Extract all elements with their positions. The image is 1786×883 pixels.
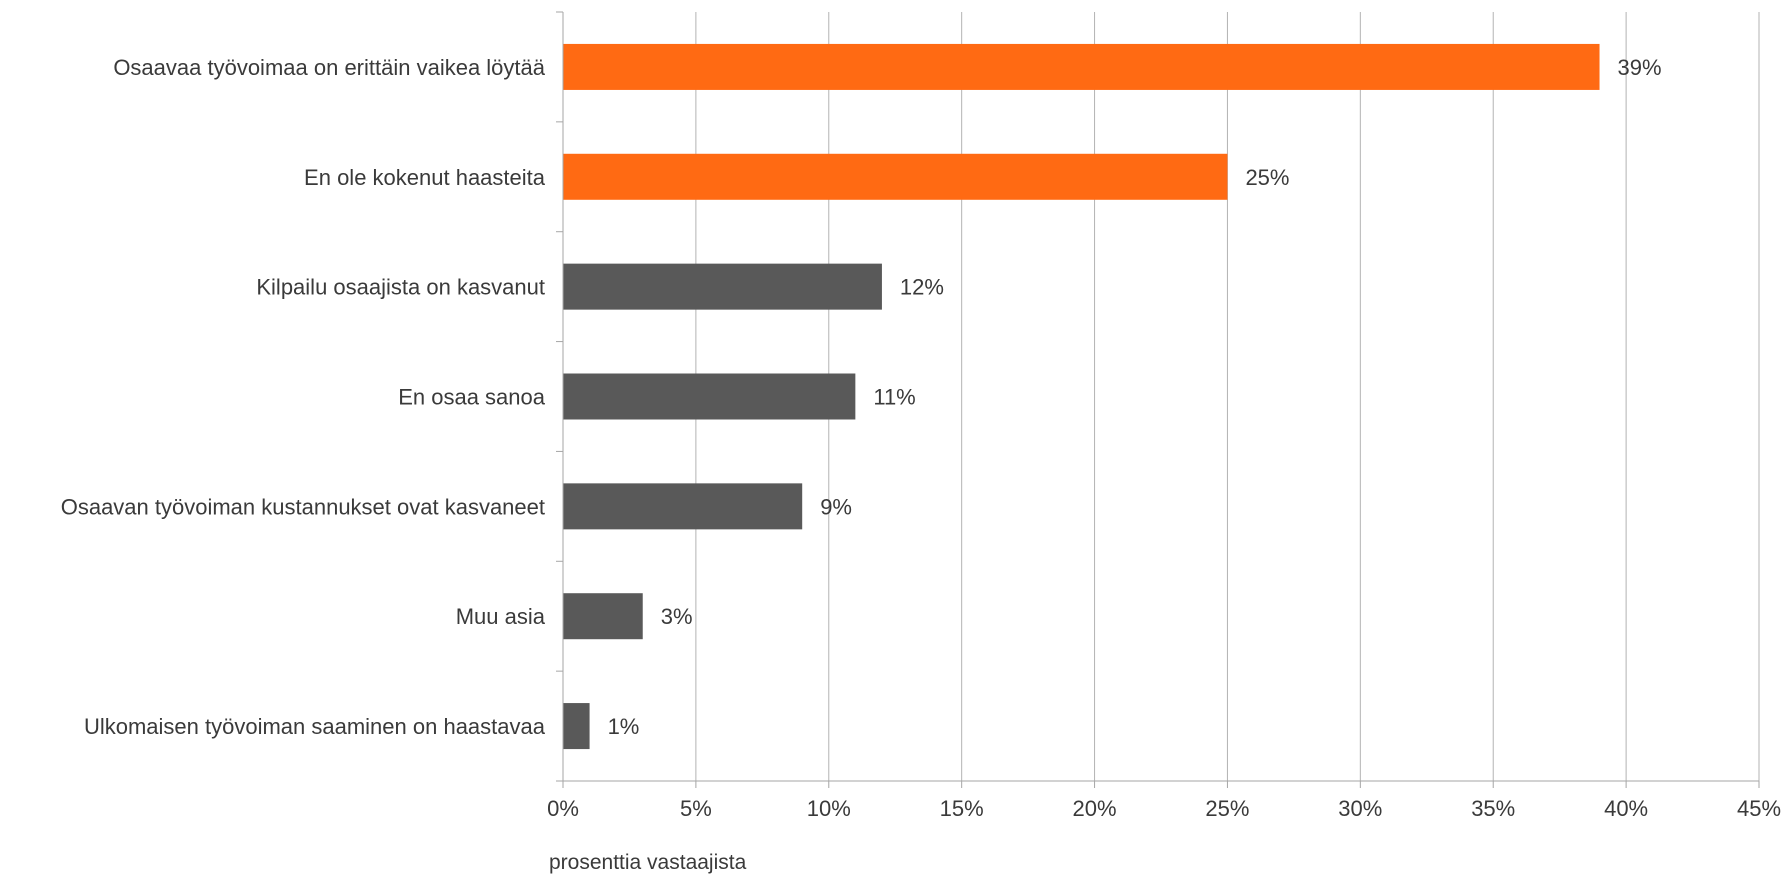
data-label: 25% <box>1245 165 1289 190</box>
category-label: En osaa sanoa <box>398 385 546 410</box>
bar <box>563 703 590 750</box>
data-label: 9% <box>820 494 852 519</box>
data-label: 3% <box>661 604 693 629</box>
category-label: Ulkomaisen työvoiman saaminen on haastav… <box>84 714 546 739</box>
bar <box>563 483 803 530</box>
x-tick-label: 0% <box>547 796 579 821</box>
x-tick-label: 25% <box>1205 796 1249 821</box>
x-tick-label: 45% <box>1737 796 1781 821</box>
x-tick-label: 30% <box>1338 796 1382 821</box>
category-label: Osaavaa työvoimaa on erittäin vaikea löy… <box>113 55 545 80</box>
grid-lines <box>695 12 1760 781</box>
bars <box>563 43 1600 750</box>
x-tick-label: 35% <box>1471 796 1515 821</box>
x-tick-label: 5% <box>680 796 712 821</box>
data-label: 12% <box>900 275 944 300</box>
axes <box>556 11 1760 788</box>
x-tick-label: 40% <box>1604 796 1648 821</box>
category-label: Muu asia <box>456 604 546 629</box>
x-tick-label: 20% <box>1073 796 1117 821</box>
data-label: 39% <box>1618 55 1662 80</box>
bar <box>563 153 1228 200</box>
data-label: 1% <box>608 714 640 739</box>
x-tick-label: 10% <box>807 796 851 821</box>
bar <box>563 43 1600 90</box>
category-label: Osaavan työvoiman kustannukset ovat kasv… <box>61 494 545 519</box>
category-label: En ole kokenut haasteita <box>304 165 546 190</box>
bar <box>563 263 882 310</box>
bar <box>563 373 856 420</box>
x-tick-label: 15% <box>940 796 984 821</box>
category-label: Kilpailu osaajista on kasvanut <box>256 275 545 300</box>
labels: 0% 5% 10% 15% 20% 25% 30% 35% 40% 45% Osaavaa työv… <box>61 55 1781 821</box>
data-label: 11% <box>873 385 915 410</box>
x-axis-title: prosenttia vastaajista <box>549 851 747 874</box>
bar <box>563 593 643 640</box>
